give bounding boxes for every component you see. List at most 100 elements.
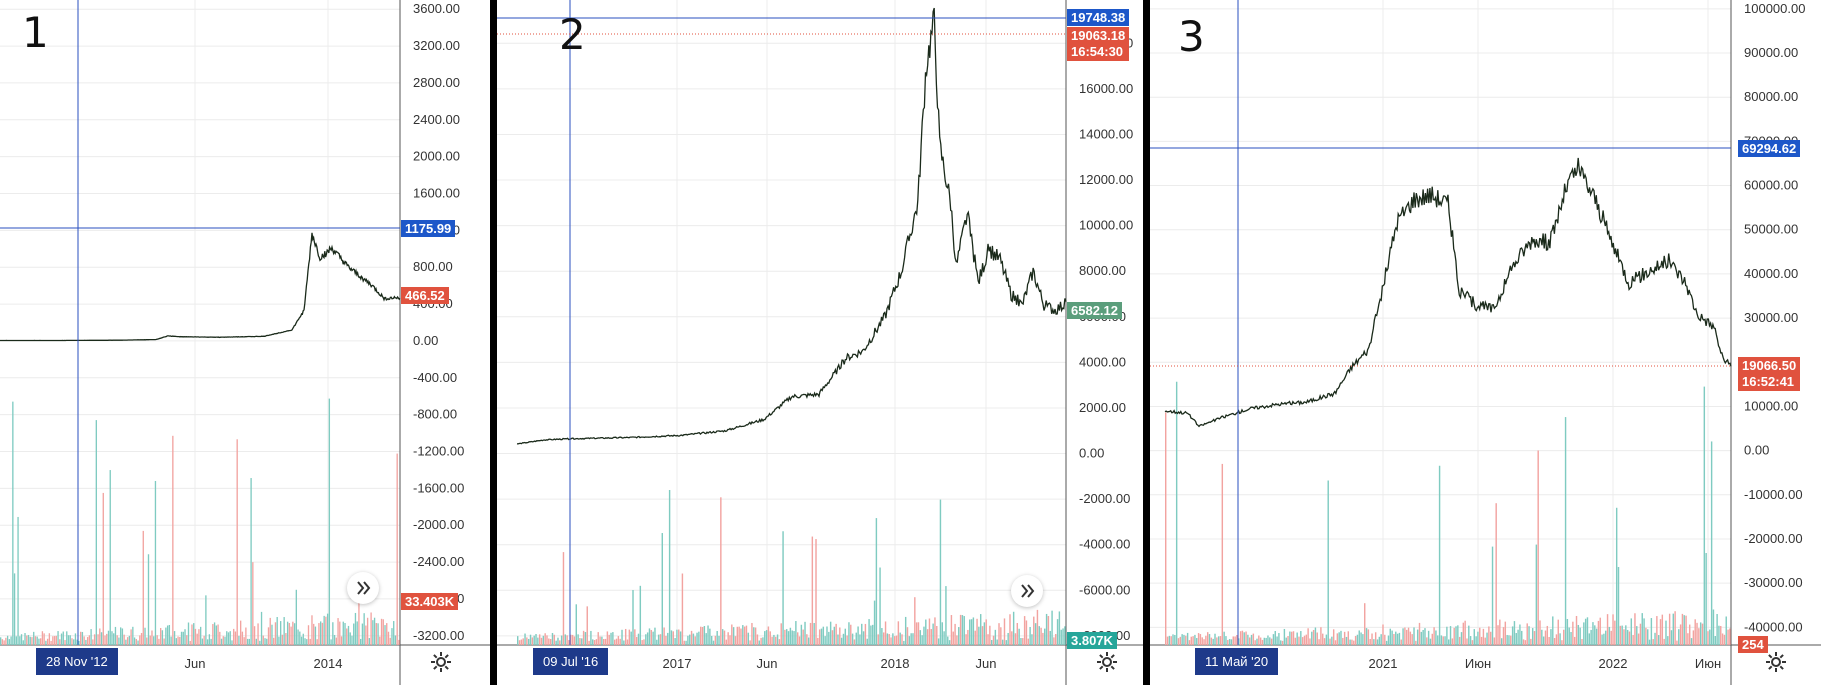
volume-bar (1044, 628, 1046, 645)
volume-bar (147, 554, 150, 645)
volume-bar (1637, 633, 1640, 645)
y-tick-label: 1600.00 (413, 186, 460, 201)
volume-bar (1681, 613, 1684, 645)
volume-bar (1473, 629, 1475, 645)
volume-bar (102, 492, 104, 645)
volume-bar (683, 640, 685, 645)
volume-bar (200, 626, 202, 645)
volume-bar (285, 633, 287, 645)
chart-svg-1[interactable]: 3600.00 3200.00 2800.00 2400.00 2000.00 1600.… (0, 0, 490, 685)
volume-bar (1577, 624, 1580, 645)
scroll-to-realtime-button[interactable] (1011, 575, 1043, 607)
volume-bar (387, 631, 390, 645)
volume-bar (824, 636, 826, 645)
gear-icon[interactable] (1764, 650, 1788, 674)
volume-bar (1236, 634, 1238, 645)
gear-icon[interactable] (429, 650, 453, 674)
volume-bar (694, 636, 696, 645)
scroll-to-realtime-button[interactable] (347, 572, 379, 604)
volume-bar (786, 629, 788, 645)
chart-svg-2[interactable]: 18000.0016000.0014000.0012000.0010000.00… (497, 0, 1143, 685)
volume-bar (311, 615, 313, 645)
volume-bar (672, 631, 674, 645)
volume-bar (1188, 640, 1191, 645)
volume-bar (1245, 631, 1247, 645)
y-tick-label: -6000.00 (1079, 582, 1130, 597)
volume-bar (1020, 638, 1022, 645)
volume-bar (0, 637, 2, 645)
volume-bar (877, 634, 879, 645)
volume-bar (749, 640, 751, 645)
volume-bar (1619, 625, 1622, 645)
volume-bar (1230, 639, 1233, 645)
gear-icon[interactable] (1095, 650, 1119, 674)
volume-bar (1652, 639, 1654, 645)
volume-bar (1615, 507, 1618, 645)
volume-bar (1495, 503, 1497, 645)
volume-bar (1000, 627, 1002, 645)
last-price-tag: 19066.50 16:52:41 (1738, 357, 1801, 391)
volume-bar (5, 637, 7, 645)
volume-bar (721, 629, 724, 645)
volume-bar (720, 497, 722, 645)
volume-bar (1668, 613, 1671, 645)
chart-svg-3[interactable]: 100000.0090000.0080000.0070000.0060000.0… (1150, 0, 1821, 685)
volume-bar (31, 637, 33, 645)
volume-bar (615, 638, 618, 645)
volume-bar (262, 635, 264, 645)
volume-bar (1367, 629, 1370, 645)
volume-bar (1435, 630, 1437, 645)
volume-bar (1320, 627, 1322, 645)
volume-bar (1422, 629, 1424, 645)
volume-bar (678, 629, 680, 645)
volume-bar (125, 639, 127, 645)
volume-bar (1248, 637, 1251, 645)
volume-bar (233, 628, 235, 645)
volume-bar (280, 621, 282, 645)
panel-number: 3 (1178, 12, 1205, 61)
volume-bar (1380, 634, 1382, 645)
volume-bar (283, 617, 285, 645)
y-tick-label: 2000.00 (1079, 400, 1126, 415)
volume-bar (1488, 626, 1490, 645)
volume-bar (146, 637, 148, 645)
volume-bar (1539, 620, 1541, 645)
volume-bar (1018, 628, 1020, 645)
volume-bar (114, 626, 117, 645)
volume-bar (1694, 619, 1696, 645)
volume-bar (796, 632, 799, 645)
volume-bar (714, 635, 717, 645)
volume-bar (1175, 381, 1178, 645)
volume-bar (196, 633, 198, 645)
y-tick-label: 3600.00 (413, 1, 460, 16)
volume-bar (950, 615, 953, 645)
volume-bar (45, 640, 47, 645)
volume-bar (1584, 618, 1587, 645)
volume-bar (817, 637, 819, 645)
volume-bar (1055, 634, 1057, 645)
volume-bar (231, 640, 233, 645)
volume-bar (123, 634, 125, 645)
volume-bar (170, 636, 172, 645)
volume-bar (998, 623, 1000, 645)
volume-bar (121, 628, 124, 645)
volume-bar (981, 626, 984, 645)
volume-bar (1654, 632, 1656, 645)
volume-bar (862, 631, 865, 645)
volume-bar (139, 635, 141, 645)
volume-bar (930, 629, 933, 645)
volume-bar (1701, 623, 1704, 645)
volume-bar (1406, 629, 1408, 645)
volume-bar (1247, 634, 1249, 645)
volume-bar (194, 628, 197, 645)
volume-bar (1027, 638, 1029, 645)
volume-bar (926, 629, 929, 645)
volume-bar (274, 622, 277, 645)
volume-bar (893, 636, 896, 645)
volume-bar (1420, 631, 1423, 645)
volume-bar (958, 627, 960, 645)
volume-bar (1323, 638, 1326, 645)
volume-bar (1606, 614, 1609, 645)
volume-bar (372, 620, 374, 645)
crosshair-value-tag: 69294.62 (1738, 140, 1801, 157)
